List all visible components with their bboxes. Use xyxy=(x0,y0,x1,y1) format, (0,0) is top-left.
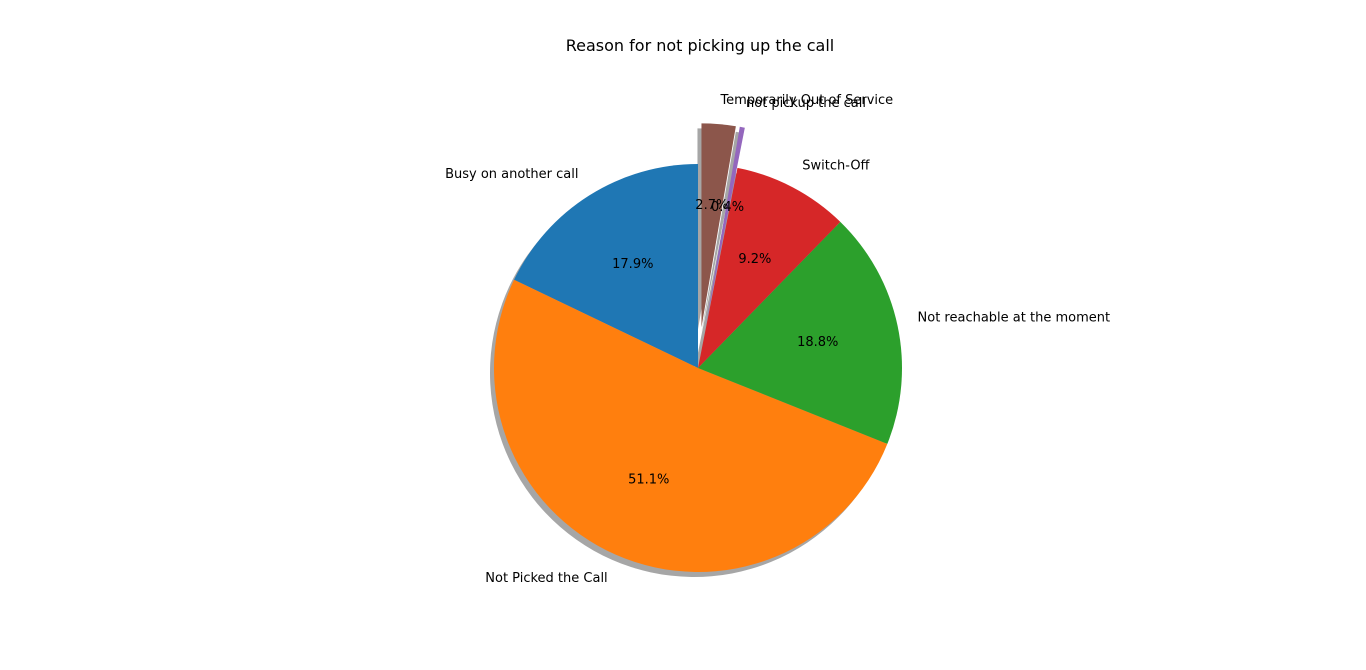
slice-switch-off xyxy=(698,167,841,368)
slice-busy-on-another-call xyxy=(514,164,698,368)
slice-not-pickup-the-call xyxy=(705,126,745,328)
slice-percent-not-reachable-at-the-moment: 18.8% xyxy=(797,335,838,350)
slice-label-not-reachable-at-the-moment: Not reachable at the moment xyxy=(918,311,1111,326)
slice-label-temporarily-out-of-service: Temporarily Out of Service xyxy=(719,93,893,108)
slice-label-busy-on-another-call: Busy on another call xyxy=(445,167,578,182)
slice-not-reachable-at-the-moment xyxy=(698,221,902,444)
pie-slice-layer xyxy=(494,123,902,572)
slice-not-picked-the-call xyxy=(494,279,888,572)
slice-label-not-picked-the-call: Not Picked the Call xyxy=(485,571,607,586)
slice-percent-temporarily-out-of-service: 2.7% xyxy=(695,198,728,213)
slice-temporarily-out-of-service xyxy=(701,123,736,328)
chart-title: Reason for not picking up the call xyxy=(566,36,834,55)
pie-label-layer: Busy on another call 17.9% Not Picked the … xyxy=(445,93,1110,586)
slice-label-not-pickup-the-call: not pickup the call xyxy=(746,96,866,111)
slice-percent-busy-on-another-call: 17.9% xyxy=(612,257,653,272)
slice-label-switch-off: Switch-Off xyxy=(802,158,870,173)
slice-percent-not-picked-the-call: 51.1% xyxy=(628,473,669,488)
slice-percent-not-pickup-the-call: 0.4% xyxy=(711,200,744,215)
slice-percent-switch-off: 9.2% xyxy=(738,252,771,267)
